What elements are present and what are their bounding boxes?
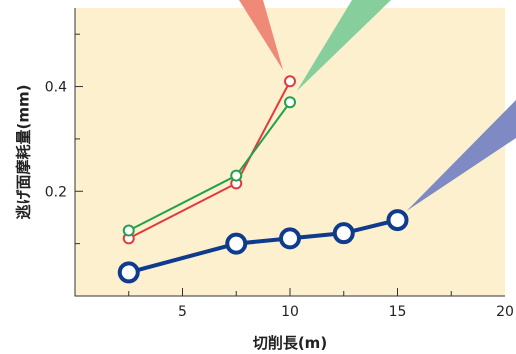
data-point: [117, 261, 140, 284]
y-tick-label: 0.2: [45, 184, 67, 200]
x-tick-label: 5: [178, 304, 187, 320]
data-point: [386, 209, 409, 232]
data-point: [332, 222, 355, 245]
data-point: [279, 227, 301, 250]
x-axis-title: 切削長(m): [253, 334, 327, 352]
x-tick-label: 10: [281, 304, 299, 320]
x-tick-label: 20: [496, 304, 514, 320]
axes-layer: 5 10 15 20 0.2 0.4: [45, 8, 514, 320]
y-tick-label: 0.4: [45, 80, 67, 96]
series-layer: [117, 75, 409, 284]
x-tick-label: 15: [389, 304, 407, 320]
axis-frame: [74, 8, 505, 297]
data-point: [122, 224, 135, 237]
callout-wedge: [239, 0, 284, 71]
data-point: [225, 232, 248, 255]
y-axis-title: 逃げ面摩耗量(mm): [15, 85, 33, 220]
data-point: [284, 96, 296, 109]
callout-wedge: [406, 100, 516, 211]
data-point: [284, 75, 296, 88]
data-point: [230, 169, 243, 182]
callout-wedges: [239, 0, 516, 211]
callout-wedge: [296, 0, 391, 92]
plot-area: [75, 8, 505, 296]
